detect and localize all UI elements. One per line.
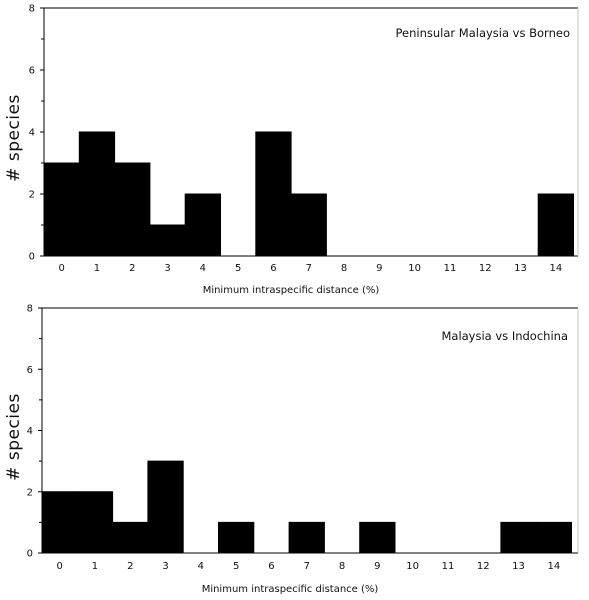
x-tick-label: 11 (442, 561, 455, 572)
x-tick-label: 6 (268, 561, 274, 572)
histogram-bar (76, 491, 114, 554)
x-axis-label: Minimum intraspecific distance (%) (202, 584, 379, 595)
y-tick-label: 0 (29, 252, 35, 263)
x-tick-label: 0 (56, 561, 62, 572)
x-tick-label: 1 (94, 263, 100, 274)
x-tick-label: 2 (127, 561, 133, 572)
y-tick-label: 6 (29, 66, 35, 77)
x-tick-label: 13 (512, 561, 525, 572)
panel-title: Peninsular Malaysia vs Borneo (396, 26, 571, 40)
histogram-bar (41, 491, 78, 554)
x-axis-label: Minimum intraspecific distance (%) (203, 285, 380, 296)
histogram-bar (255, 131, 292, 257)
y-tick-label: 8 (29, 4, 35, 15)
x-tick-label: 9 (376, 263, 382, 274)
x-tick-label: 7 (304, 561, 310, 572)
x-tick-label: 7 (306, 263, 312, 274)
x-tick-label: 10 (406, 561, 419, 572)
x-tick-label: 13 (514, 263, 527, 274)
x-tick-label: 14 (549, 263, 562, 274)
x-tick-label: 2 (129, 263, 135, 274)
histogram-bar (535, 521, 573, 554)
y-tick-label: 6 (27, 365, 33, 376)
histogram-bar (359, 521, 396, 554)
x-tick-label: 1 (92, 561, 98, 572)
x-tick-label: 10 (408, 263, 421, 274)
y-axis-label: # species (4, 393, 24, 481)
x-tick-label: 11 (444, 263, 457, 274)
histogram-bar (114, 162, 151, 257)
histogram-bar (184, 193, 221, 257)
x-tick-label: 9 (374, 561, 380, 572)
x-tick-label: 4 (200, 263, 206, 274)
histogram-bar (43, 162, 80, 257)
histogram-bar (149, 224, 186, 257)
histogram-bar (500, 521, 537, 554)
histogram-bar (112, 521, 149, 554)
y-tick-label: 8 (27, 304, 33, 315)
y-axis-label: # species (4, 94, 24, 182)
y-tick-label: 0 (27, 549, 33, 560)
x-tick-label: 3 (164, 263, 170, 274)
x-tick-label: 12 (477, 561, 490, 572)
y-tick-label: 2 (27, 487, 33, 498)
x-tick-label: 12 (479, 263, 492, 274)
y-tick-label: 4 (27, 426, 33, 437)
histogram-bar (537, 193, 575, 257)
x-tick-label: 8 (341, 263, 347, 274)
x-tick-label: 5 (235, 263, 241, 274)
histogram-bar (78, 131, 116, 257)
x-tick-label: 3 (162, 561, 168, 572)
panel-title: Malaysia vs Indochina (441, 329, 568, 343)
x-tick-label: 5 (233, 561, 239, 572)
histogram-bar (288, 521, 325, 554)
x-tick-label: 14 (547, 561, 560, 572)
x-tick-label: 0 (58, 263, 64, 274)
y-tick-label: 4 (29, 128, 35, 139)
x-tick-label: 4 (198, 561, 204, 572)
y-tick-label: 2 (29, 190, 35, 201)
x-tick-label: 8 (339, 561, 345, 572)
histogram-bar (147, 460, 184, 554)
histogram-bar (218, 521, 255, 554)
histogram-bar (290, 193, 327, 257)
x-tick-label: 6 (270, 263, 276, 274)
